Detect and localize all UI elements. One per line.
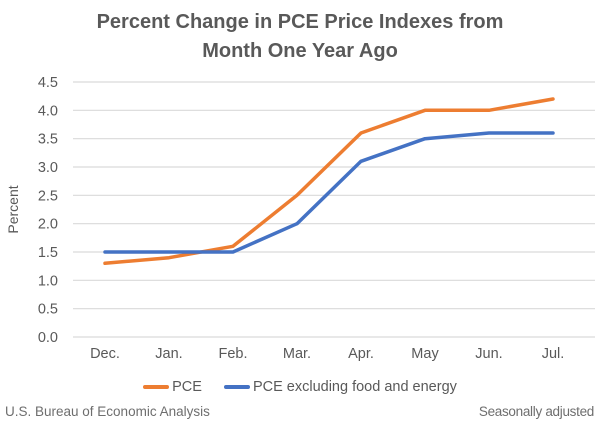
x-tick-label: Jun. <box>475 346 502 362</box>
legend: PCE PCE excluding food and energy <box>0 376 600 398</box>
y-tick-label: 4.0 <box>38 103 58 119</box>
x-tick-label: Jul. <box>542 346 565 362</box>
y-axis-title: Percent <box>5 185 21 233</box>
x-tick-label: Apr. <box>348 346 374 362</box>
y-tick-label: 0.5 <box>38 302 58 318</box>
legend-label: PCE excluding food and energy <box>252 379 457 395</box>
y-tick-label: 2.0 <box>38 217 58 233</box>
chart-title: Percent Change in PCE Price Indexes from… <box>96 11 504 62</box>
legend-item: PCE excluding food and energy <box>223 379 457 395</box>
x-tick-label: Mar. <box>283 346 311 362</box>
y-tick-label: 3.5 <box>38 132 58 148</box>
x-tick-label: May <box>411 346 439 362</box>
legend-label: PCE <box>172 379 202 395</box>
x-tick-label: Dec. <box>90 346 120 362</box>
series-line-pce-excluding-food-and-energy <box>103 131 555 254</box>
y-tick-label: 2.5 <box>38 188 58 204</box>
legend-line-swatch <box>223 385 250 389</box>
y-tick-label: 0.0 <box>38 330 58 346</box>
y-tick-label: 1.5 <box>38 245 58 261</box>
legend-line-swatch <box>143 385 170 389</box>
footer: U.S. Bureau of Economic Analysis Seasona… <box>0 404 600 428</box>
y-tick-label: 1.0 <box>38 273 58 289</box>
y-tick-label: 3.0 <box>38 160 58 176</box>
y-tick-label: 4.5 <box>38 75 58 91</box>
x-tick-label: Feb. <box>218 346 247 362</box>
source-note: U.S. Bureau of Economic Analysis <box>5 404 210 419</box>
seasonal-adjustment-note: Seasonally adjusted <box>478 404 594 419</box>
series-line-pce <box>103 97 555 266</box>
legend-item: PCE <box>143 379 202 395</box>
x-tick-label: Jan. <box>155 346 182 362</box>
